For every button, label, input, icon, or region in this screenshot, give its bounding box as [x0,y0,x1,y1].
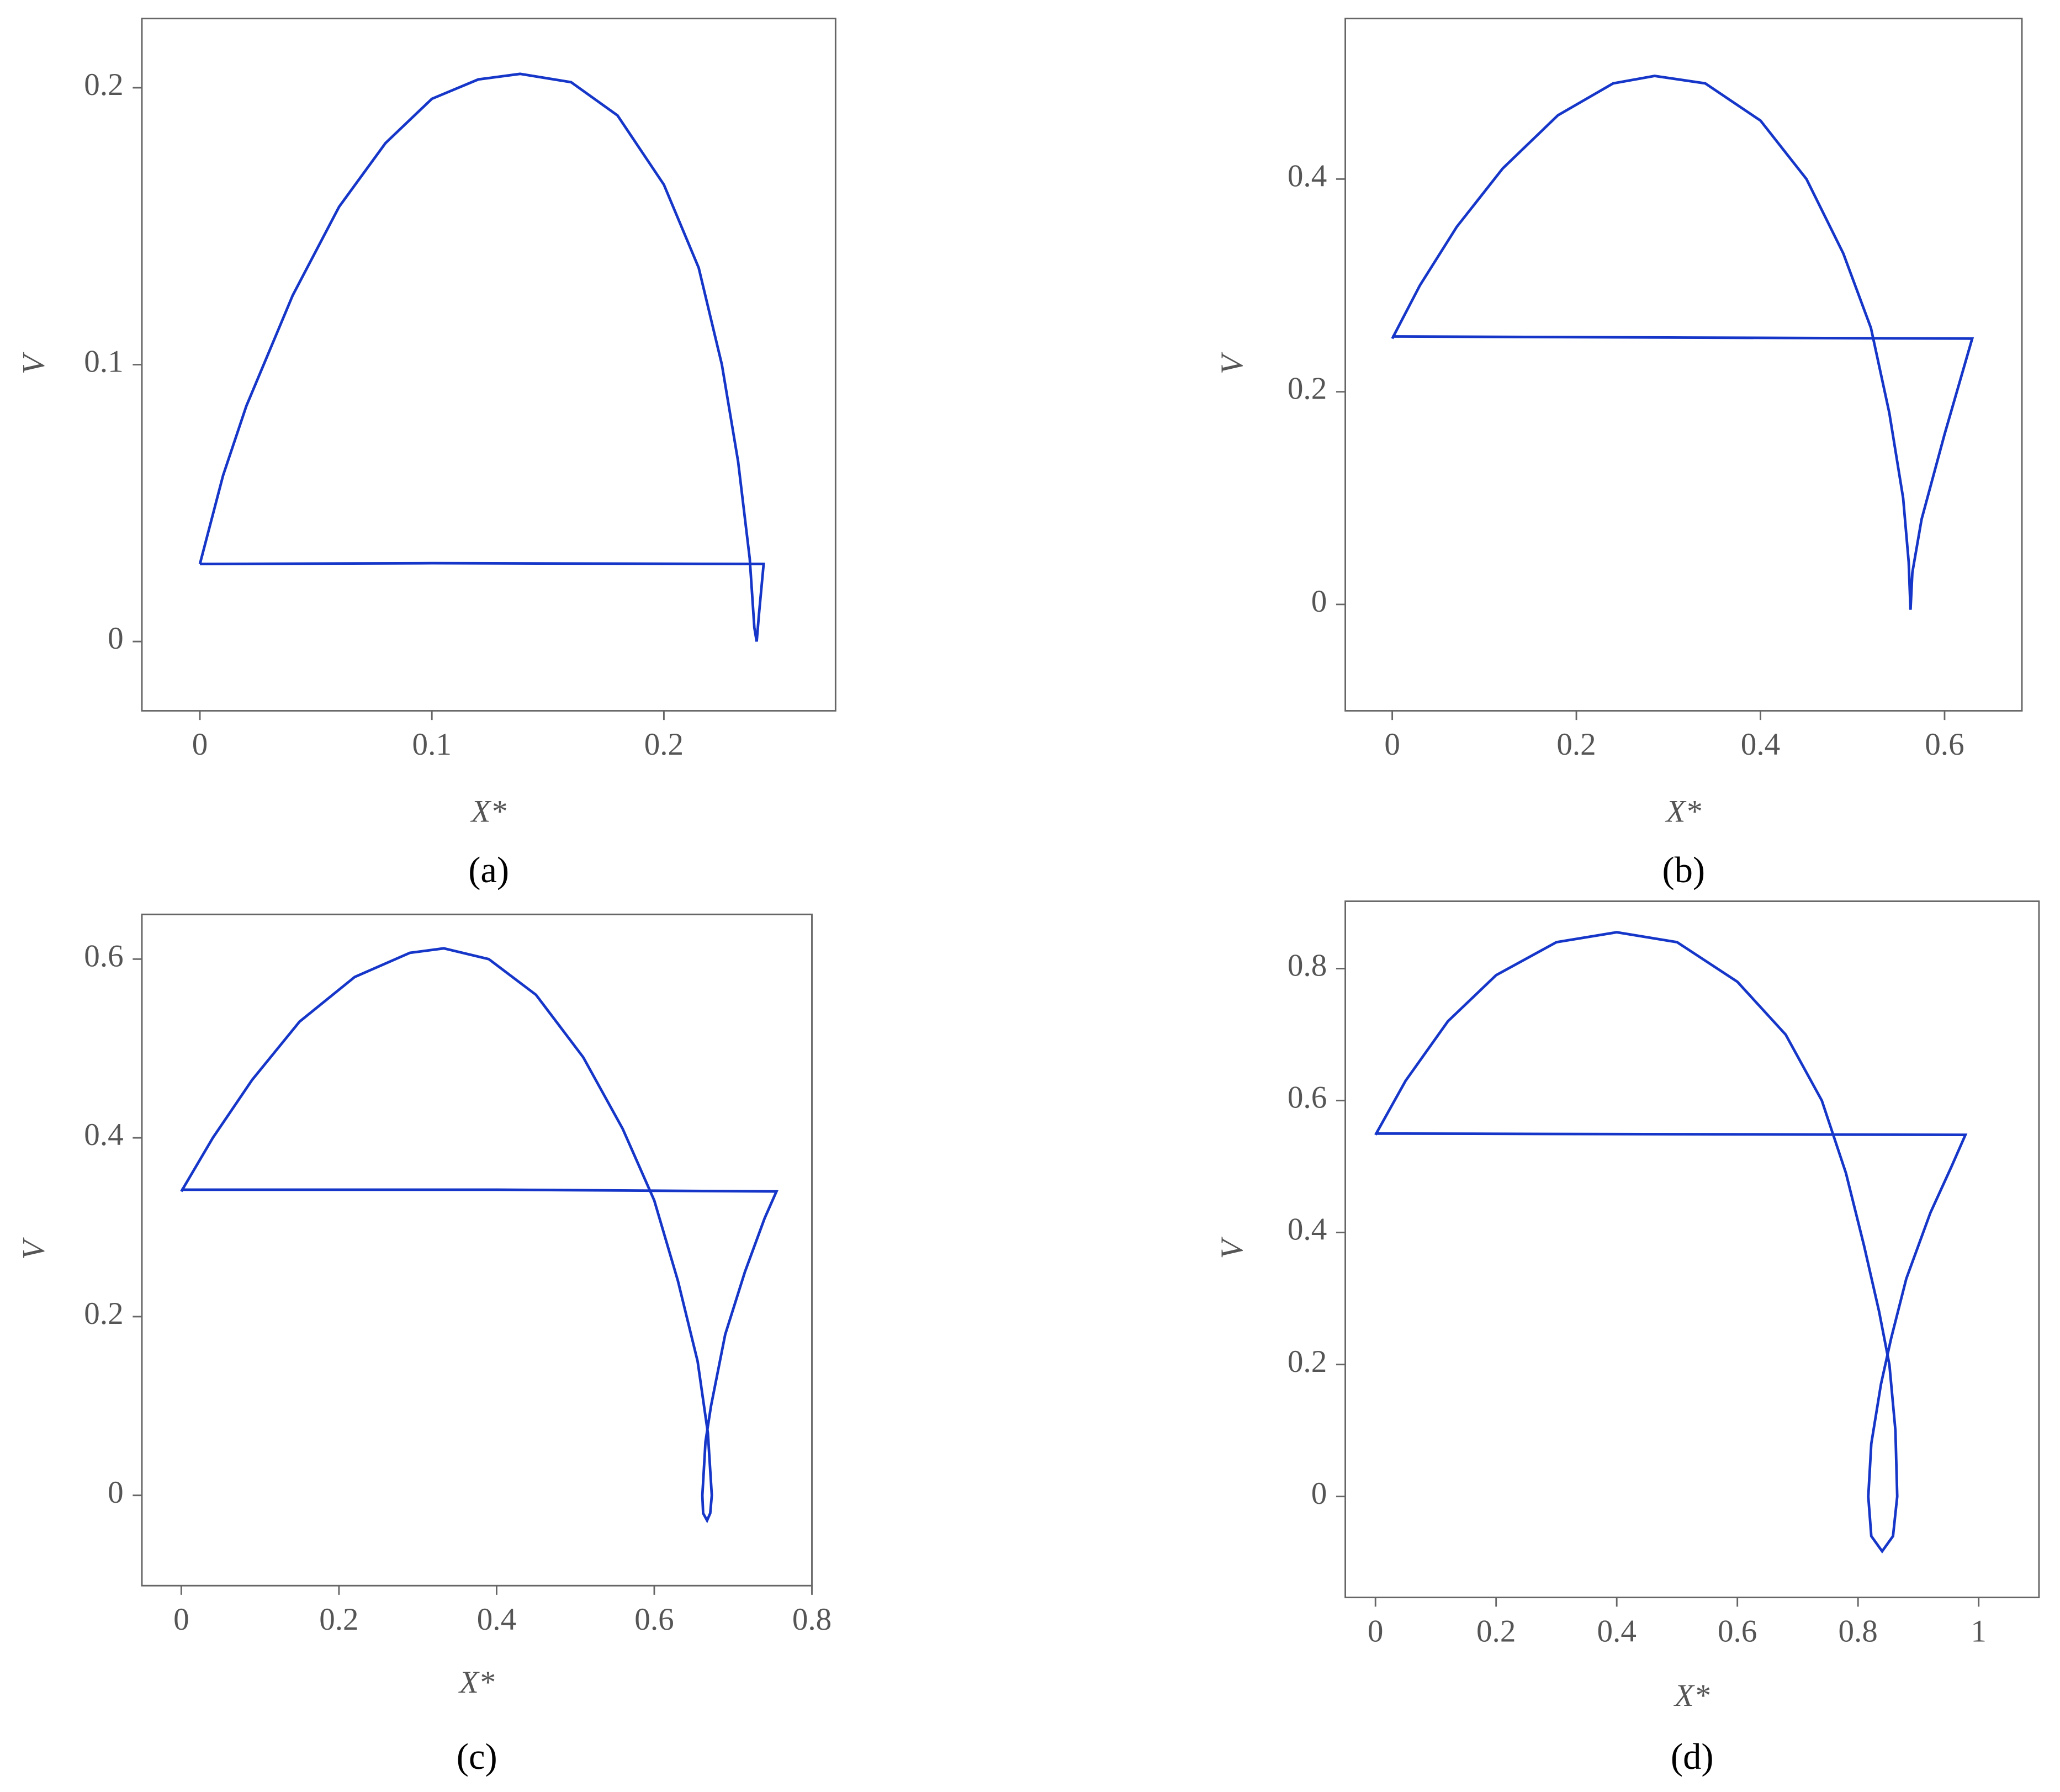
x-tick-label: 0.8 [792,1602,832,1637]
y-tick-label: 0 [108,621,124,656]
y-tick-label: 0.6 [84,939,123,973]
y-tick-label: 0.2 [84,1296,123,1331]
x-tick-label: 0 [173,1602,189,1637]
plot-frame [141,913,813,1587]
x-tick-label: 0.2 [319,1602,358,1637]
x-tick-label: 0.6 [634,1602,674,1637]
panel-label: (b) [1662,850,1705,890]
y-tick-label: 0.4 [1288,1212,1327,1247]
y-tick-label: 0.6 [1288,1080,1327,1115]
x-tick-label: 0.2 [1556,727,1596,762]
x-tick-label: 0.6 [1925,727,1964,762]
x-tick-label: 0.8 [1838,1614,1877,1648]
x-tick-label: 1 [1971,1614,1987,1648]
y-tick-label: 0.2 [1288,1344,1327,1379]
x-tick-label: 0.4 [1741,727,1780,762]
x-tick-label: 0 [1384,727,1400,762]
panel-label: (c) [457,1737,497,1777]
y-axis-label: V [17,352,51,374]
panel-label: (a) [468,850,509,890]
x-axis-label: X* [458,1665,495,1700]
x-axis-label: X* [470,794,506,829]
y-tick-label: 0 [108,1475,124,1510]
trajectory [1374,931,1968,1554]
trajectory [180,947,779,1524]
x-tick-label: 0.4 [477,1602,516,1637]
x-tick-label: 0 [1368,1614,1384,1648]
y-axis-label: V [17,1237,51,1260]
y-axis-label: V [1215,1237,1249,1259]
x-tick-label: 0.6 [1718,1614,1757,1648]
trajectory [198,72,765,642]
x-axis-label: X* [1674,1678,1710,1713]
y-tick-label: 0 [1311,584,1327,619]
y-axis-label: V [1215,352,1249,374]
x-tick-label: 0.4 [1597,1614,1637,1648]
y-tick-label: 0.4 [84,1117,123,1152]
plot-frame [141,18,836,712]
y-tick-label: 0.2 [1288,372,1327,406]
x-tick-label: 0 [192,727,208,762]
y-tick-label: 0.4 [1288,158,1327,193]
x-tick-label: 0.1 [412,727,452,762]
x-tick-label: 0.2 [644,727,684,762]
plot-frame [1344,18,2023,712]
trajectory [1391,75,1974,610]
plot-frame [1344,900,2040,1599]
y-tick-label: 0.8 [1288,948,1327,983]
y-tick-label: 0.1 [84,344,123,379]
y-tick-label: 0 [1311,1476,1327,1511]
x-axis-label: X* [1665,794,1702,829]
x-tick-label: 0.2 [1476,1614,1516,1648]
y-tick-label: 0.2 [84,67,123,102]
panel-label: (d) [1671,1737,1714,1777]
